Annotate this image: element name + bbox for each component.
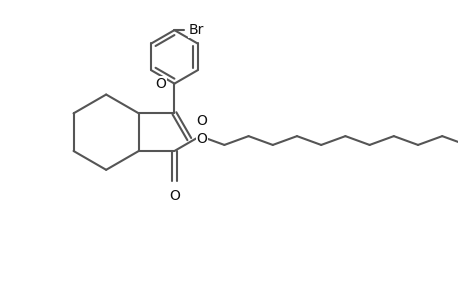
Text: O: O	[196, 132, 207, 146]
Text: O: O	[196, 114, 207, 128]
Text: Br: Br	[188, 23, 203, 37]
Text: O: O	[168, 189, 179, 202]
Text: O: O	[155, 76, 166, 91]
